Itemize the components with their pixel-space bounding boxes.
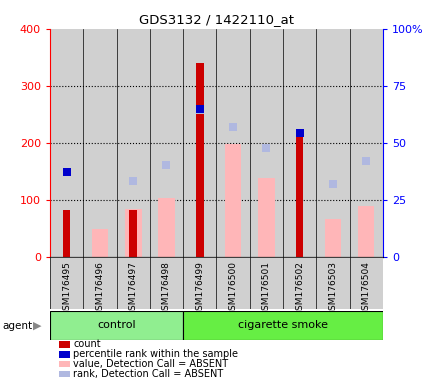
Title: GDS3132 / 1422110_at: GDS3132 / 1422110_at — [138, 13, 293, 26]
Bar — [349, 257, 382, 309]
Bar — [295, 137, 302, 257]
Text: GSM176502: GSM176502 — [294, 262, 303, 316]
Point — [262, 144, 269, 151]
Text: control: control — [97, 320, 135, 331]
Text: agent: agent — [2, 321, 32, 331]
Point — [329, 181, 335, 187]
Bar — [349, 29, 382, 257]
Text: GSM176497: GSM176497 — [128, 262, 138, 316]
Point — [63, 169, 70, 175]
Bar — [224, 144, 241, 257]
Text: count: count — [73, 339, 101, 349]
Point — [196, 107, 203, 113]
Bar — [357, 206, 374, 257]
Bar — [50, 29, 83, 257]
Text: GSM176496: GSM176496 — [95, 262, 104, 316]
Bar — [83, 257, 116, 309]
Bar — [125, 209, 141, 257]
Bar — [324, 219, 340, 257]
Bar — [183, 311, 382, 340]
Bar — [283, 257, 316, 309]
Bar — [249, 29, 283, 257]
Text: GSM176501: GSM176501 — [261, 262, 270, 316]
Bar — [129, 210, 137, 257]
Text: cigarette smoke: cigarette smoke — [237, 320, 327, 331]
Text: ▶: ▶ — [33, 321, 41, 331]
Bar — [216, 29, 249, 257]
Point — [129, 178, 136, 184]
Bar — [316, 29, 349, 257]
Text: value, Detection Call = ABSENT: value, Detection Call = ABSENT — [73, 359, 228, 369]
Bar — [257, 179, 274, 257]
Text: rank, Detection Call = ABSENT: rank, Detection Call = ABSENT — [73, 369, 223, 379]
Text: GSM176498: GSM176498 — [161, 262, 171, 316]
Bar — [63, 210, 70, 257]
Bar — [158, 199, 174, 257]
Point — [362, 158, 369, 164]
Bar — [50, 257, 83, 309]
Text: GSM176495: GSM176495 — [62, 262, 71, 316]
Bar — [183, 29, 216, 257]
Bar — [92, 229, 108, 257]
Bar — [83, 29, 116, 257]
Bar — [316, 257, 349, 309]
Bar — [50, 311, 183, 340]
Bar — [116, 257, 149, 309]
Point — [196, 106, 203, 112]
Point — [296, 130, 302, 136]
Bar — [216, 257, 249, 309]
Text: percentile rank within the sample: percentile rank within the sample — [73, 349, 237, 359]
Bar — [150, 29, 183, 257]
Point — [163, 162, 170, 168]
Text: GSM176503: GSM176503 — [328, 262, 337, 316]
Bar — [196, 63, 203, 257]
Bar — [249, 257, 283, 309]
Bar — [183, 257, 216, 309]
Bar — [283, 29, 316, 257]
Bar — [116, 29, 150, 257]
Bar — [149, 257, 183, 309]
Text: GSM176504: GSM176504 — [361, 262, 370, 316]
Point — [229, 124, 236, 130]
Text: GSM176500: GSM176500 — [228, 262, 237, 316]
Text: GSM176499: GSM176499 — [195, 262, 204, 316]
